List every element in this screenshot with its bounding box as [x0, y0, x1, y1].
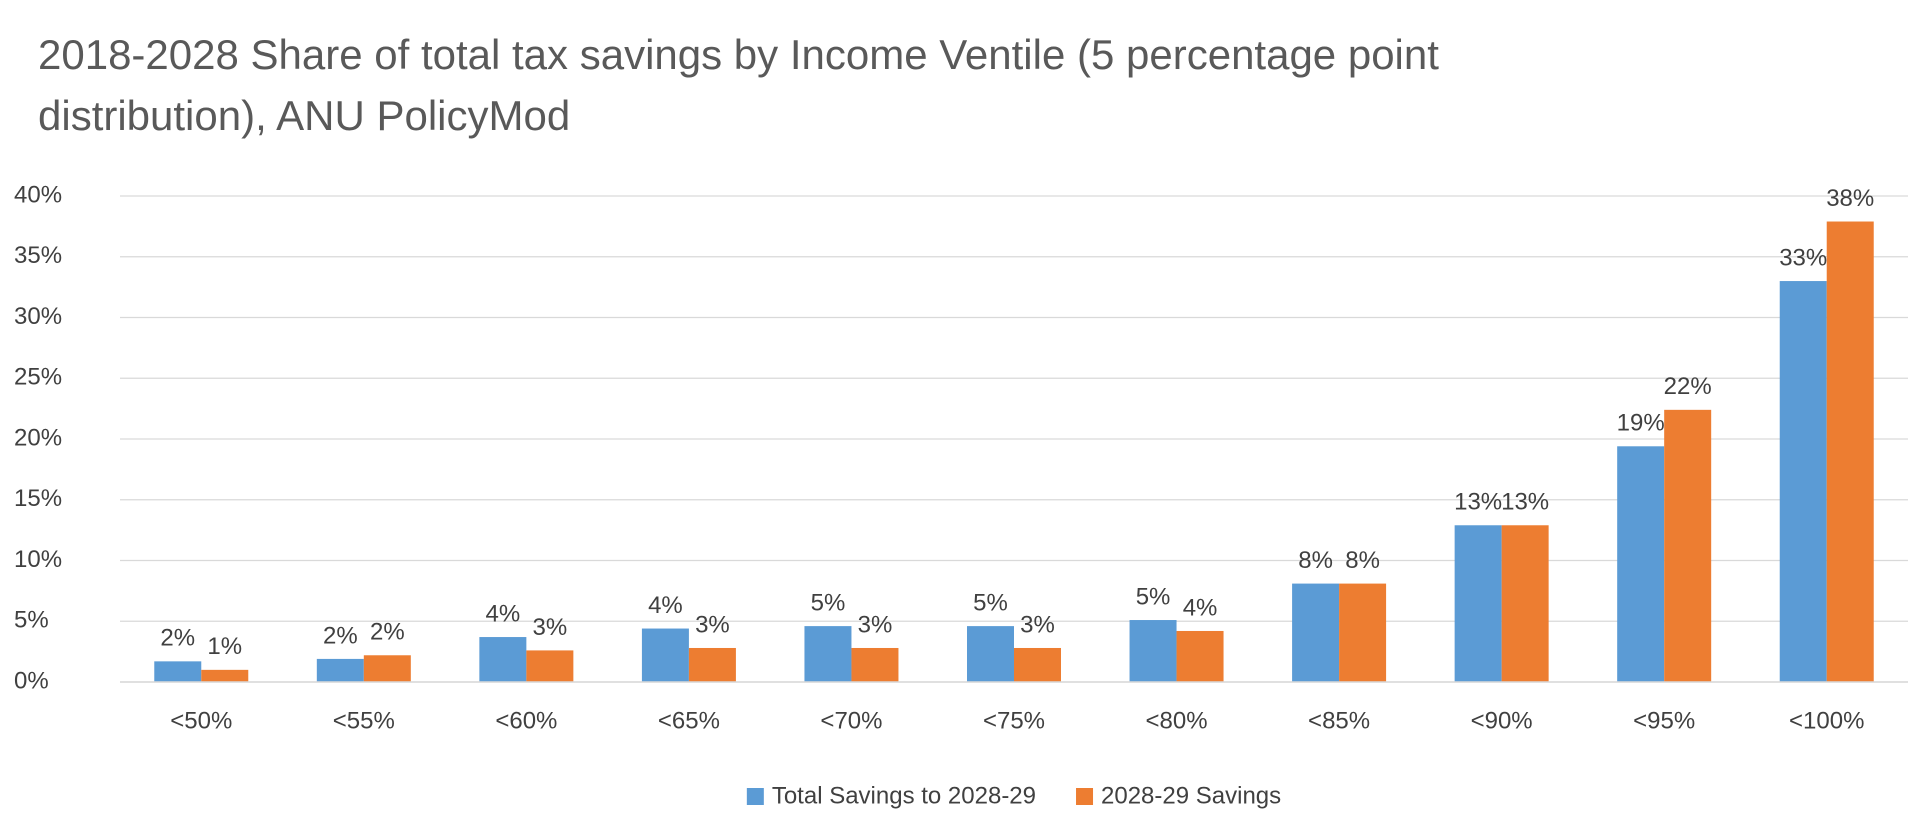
x-tick-label: <70%: [820, 707, 882, 734]
x-tick-label: <75%: [983, 707, 1045, 734]
bar: [688, 647, 736, 682]
x-tick-label: <85%: [1308, 707, 1370, 734]
data-label: 13%: [1454, 489, 1502, 516]
legend-marker: [746, 788, 764, 805]
y-tick-label: 25%: [14, 364, 62, 391]
x-tick-label: <100%: [1789, 707, 1864, 734]
data-label: 3%: [533, 614, 568, 641]
x-tick-label: <65%: [658, 707, 720, 734]
data-label: 8%: [1345, 547, 1380, 574]
chart-title: 2018-2028 Share of total tax savings by …: [38, 31, 1439, 139]
data-label: 13%: [1501, 489, 1549, 516]
y-tick-label: 0%: [14, 667, 49, 694]
data-label: 2%: [323, 622, 358, 649]
bar: [363, 655, 411, 682]
bar: [1014, 647, 1061, 682]
bar: [316, 658, 364, 682]
data-label: 2%: [370, 619, 405, 646]
bar: [851, 647, 899, 682]
y-tick-label: 35%: [14, 242, 62, 269]
x-tick-label: <95%: [1633, 707, 1695, 734]
bar: [201, 669, 249, 682]
data-label: 5%: [973, 589, 1008, 616]
legend-marker: [1076, 788, 1094, 805]
bar: [526, 650, 574, 682]
data-label: 33%: [1779, 244, 1827, 271]
y-tick-label: 5%: [14, 607, 49, 634]
bar: [1292, 583, 1340, 682]
data-label: 4%: [486, 600, 521, 627]
legend-label: Total Savings to 2028-29: [772, 782, 1036, 809]
bar: [1339, 583, 1387, 682]
bar: [1826, 221, 1874, 682]
bar: [1454, 525, 1502, 682]
y-tick-label: 10%: [14, 546, 62, 573]
x-tick-label: <55%: [333, 707, 395, 734]
y-tick-label: 15%: [14, 485, 62, 512]
data-label: 5%: [811, 589, 846, 616]
bar: [154, 661, 202, 682]
data-label: 4%: [648, 592, 683, 619]
x-tick-label: <60%: [495, 707, 557, 734]
data-label: 8%: [1298, 547, 1333, 574]
y-tick-label: 40%: [14, 181, 62, 208]
bar: [1779, 281, 1827, 682]
bar: [1501, 525, 1549, 682]
bar: [967, 626, 1014, 682]
data-label: 5%: [1136, 583, 1171, 610]
data-label: 3%: [858, 611, 893, 638]
bar: [1617, 446, 1665, 682]
x-tick-label: <80%: [1146, 707, 1208, 734]
bar: [1664, 409, 1712, 682]
data-label: 4%: [1183, 594, 1218, 621]
data-label: 22%: [1664, 373, 1712, 400]
y-tick-label: 30%: [14, 303, 62, 330]
x-tick-label: <50%: [170, 707, 232, 734]
data-label: 3%: [1020, 611, 1055, 638]
bar: [479, 637, 527, 682]
bar: [1129, 620, 1177, 682]
x-tick-label: <90%: [1471, 707, 1533, 734]
bar: [1176, 630, 1224, 682]
y-tick-label: 20%: [14, 424, 62, 451]
data-label: 38%: [1826, 185, 1874, 212]
data-label: 1%: [207, 633, 242, 660]
bar: [641, 628, 689, 682]
bar: [804, 626, 852, 682]
data-label: 3%: [695, 611, 730, 638]
data-label: 19%: [1617, 410, 1665, 437]
legend-label: 2028-29 Savings: [1101, 782, 1281, 809]
data-label: 2%: [160, 625, 195, 652]
